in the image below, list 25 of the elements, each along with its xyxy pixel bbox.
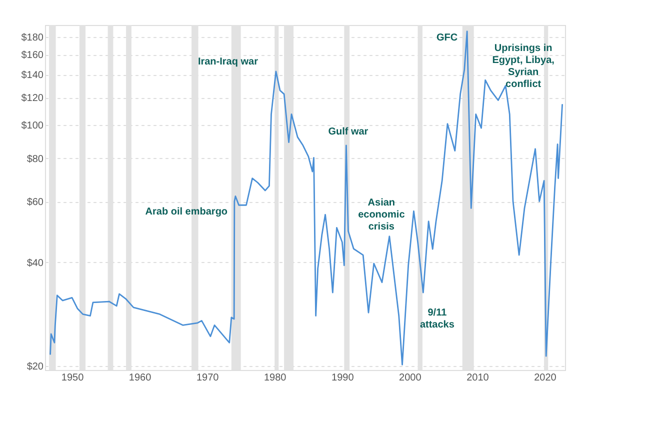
y-tick-label: $140	[21, 70, 44, 82]
y-tick-label: $180	[21, 32, 44, 44]
x-tick-label: 1960	[128, 372, 152, 384]
x-tick-label: 1970	[196, 372, 220, 384]
x-tick-label: 1990	[332, 372, 354, 384]
annotation: Gulf war	[328, 126, 368, 138]
annotation: Uprisings in Egypt, Libya, Syrian conflict	[492, 43, 555, 90]
annotation: 9/11 attacks	[420, 308, 455, 331]
x-tick-label: 2010	[466, 372, 490, 384]
y-tick-label: $80	[26, 154, 44, 165]
x-tick-label: 2000	[399, 372, 422, 384]
annotation: GFC	[436, 32, 458, 44]
y-tick-label: $60	[26, 197, 44, 208]
x-tick-label: 1950	[61, 372, 84, 384]
y-tick-label: $20	[26, 362, 44, 373]
y-tick-label: $100	[21, 120, 44, 132]
line-series	[50, 30, 563, 366]
annotation: Iran-Iraq war	[198, 56, 258, 68]
y-tick-label: $160	[21, 50, 44, 62]
annotation: Arab oil embargo	[145, 206, 228, 218]
annotation: Asian economic crisis	[358, 197, 406, 232]
y-tick-label: $40	[26, 258, 44, 269]
x-tick-label: 1980	[264, 372, 287, 384]
y-tick-label: $120	[21, 93, 44, 104]
x-tick-label: 2020	[534, 372, 557, 384]
